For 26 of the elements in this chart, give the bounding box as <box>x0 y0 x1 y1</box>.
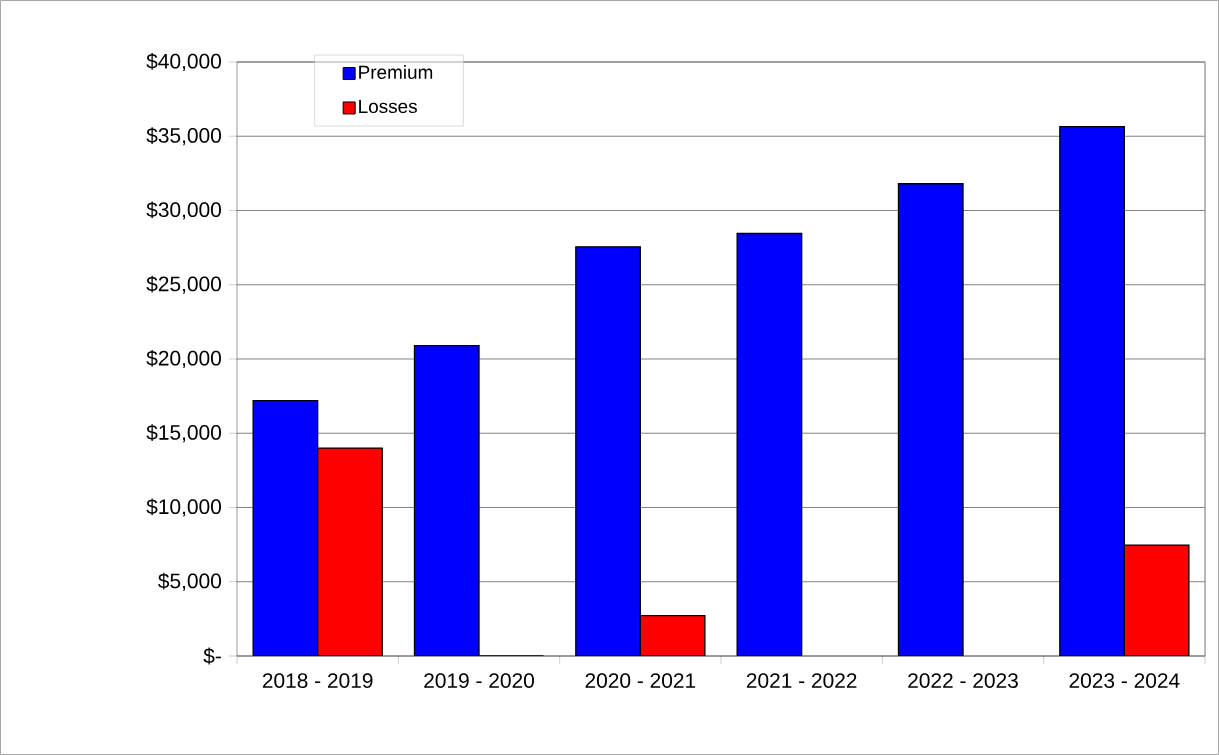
x-tick-label: 2018 - 2019 <box>262 673 373 688</box>
bar <box>1123 544 1190 656</box>
bar <box>317 447 383 656</box>
y-tick-label: $30,000 <box>146 201 221 220</box>
x-tick-label: 2019 - 2020 <box>424 673 534 688</box>
y-tick-label: $10,000 <box>146 498 221 517</box>
y-tick-label: $15,000 <box>146 424 221 443</box>
x-tick-label: 2023 - 2024 <box>1069 673 1180 688</box>
y-tick-label: $35,000 <box>146 127 221 146</box>
legend-label: Premium <box>359 65 433 79</box>
x-tick-label: 2021 - 2022 <box>746 673 857 688</box>
x-tick-label: 2020 - 2021 <box>585 673 696 688</box>
bar <box>639 614 706 656</box>
bar <box>736 232 803 656</box>
bar <box>1059 125 1125 656</box>
y-tick-label: $20,000 <box>146 349 221 369</box>
bar <box>575 246 641 656</box>
legend-label: Losses <box>359 99 417 114</box>
bar <box>252 399 319 656</box>
y-tick-label: $25,000 <box>146 275 221 294</box>
y-tick-label: $5,000 <box>158 572 221 591</box>
x-tick-label: 2022 - 2023 <box>908 673 1018 688</box>
bar <box>413 344 480 656</box>
y-tick-label: $- <box>203 647 221 665</box>
y-tick-label: $40,000 <box>146 52 221 72</box>
bar <box>897 183 964 656</box>
